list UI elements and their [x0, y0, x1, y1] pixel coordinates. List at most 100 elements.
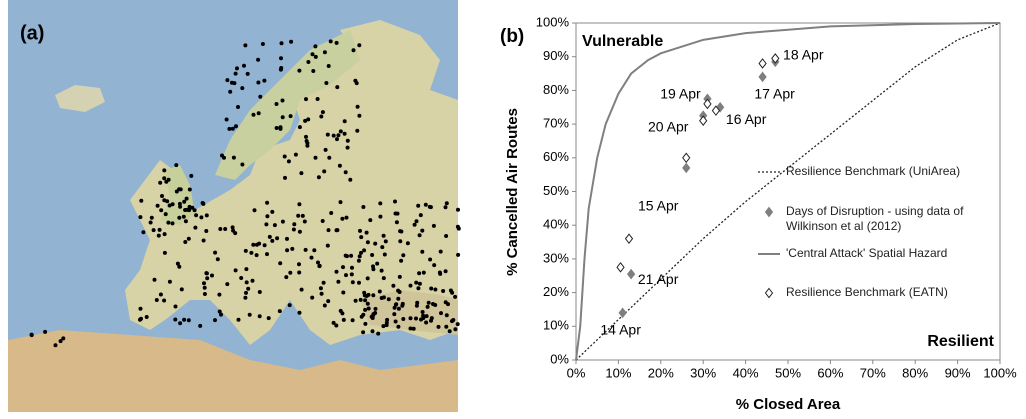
- airport-dot: [275, 102, 279, 106]
- airport-dot: [346, 146, 350, 150]
- airport-dot: [234, 72, 238, 76]
- airport-dot: [319, 286, 323, 290]
- airport-dot: [429, 287, 433, 291]
- airport-dot: [437, 325, 441, 329]
- airport-dot: [432, 224, 436, 228]
- airport-dot: [304, 135, 308, 139]
- airport-dot: [190, 206, 194, 210]
- airport-dot: [311, 52, 315, 56]
- airport-dot: [244, 291, 248, 295]
- airport-dot: [244, 267, 248, 271]
- airport-dot: [371, 329, 375, 333]
- airport-dot: [306, 60, 310, 64]
- airport-dot: [363, 298, 367, 302]
- airport-dot: [397, 307, 401, 311]
- annotation: Vulnerable: [582, 33, 663, 50]
- airport-dot: [205, 276, 209, 280]
- airport-dot: [385, 318, 389, 322]
- x-tick-label: 100%: [983, 365, 1017, 380]
- airport-dot: [314, 55, 318, 59]
- airport-dot: [341, 265, 345, 269]
- airport-dot: [366, 240, 370, 244]
- airport-dot: [183, 240, 187, 244]
- airport-dot: [426, 305, 430, 309]
- airport-dot: [335, 85, 339, 89]
- airport-dot: [43, 330, 47, 334]
- airport-dot: [285, 237, 289, 241]
- airport-dot: [139, 317, 143, 321]
- airport-dot: [263, 243, 267, 247]
- airport-dot: [246, 287, 250, 291]
- airport-dot: [363, 308, 367, 312]
- airport-dot: [329, 211, 333, 215]
- airport-dot: [193, 226, 197, 230]
- airport-dot: [281, 99, 285, 103]
- annotation: Resilient: [927, 333, 994, 350]
- airport-dot: [396, 297, 400, 301]
- airport-dot: [275, 126, 279, 130]
- airport-dot: [433, 288, 437, 292]
- airport-dot: [236, 105, 240, 109]
- airport-dot: [352, 48, 356, 52]
- airport-dot: [187, 318, 191, 322]
- airport-dot: [264, 222, 268, 226]
- airport-dot: [171, 202, 175, 206]
- airport-dot: [438, 272, 442, 276]
- airport-dot: [336, 133, 340, 137]
- airport-dot: [292, 228, 296, 232]
- airport-dot: [175, 190, 179, 194]
- airport-dot: [338, 164, 342, 168]
- airport-dot: [429, 319, 433, 323]
- airport-dot: [230, 81, 234, 85]
- airport-dot: [168, 280, 172, 284]
- airport-dot: [326, 299, 330, 303]
- airport-dot: [242, 64, 246, 68]
- airport-dot: [340, 217, 344, 221]
- airport-dot: [300, 288, 304, 292]
- airport-dot: [297, 262, 301, 266]
- airport-dot: [248, 313, 252, 317]
- airport-dot: [456, 253, 460, 257]
- airport-dot: [357, 259, 361, 263]
- y-tick-label: 0%: [550, 351, 569, 366]
- airport-dot: [179, 187, 183, 191]
- airport-dot: [318, 264, 322, 268]
- airport-dot: [283, 155, 287, 159]
- legend-entry: Days of Disruption - using data of Wilki…: [786, 204, 1001, 234]
- airport-dot: [253, 208, 257, 212]
- airport-dot: [306, 117, 310, 121]
- airport-dot: [441, 289, 445, 293]
- airport-dot: [246, 72, 250, 76]
- airport-dot: [258, 290, 262, 294]
- panel-label: (b): [500, 26, 524, 47]
- airport-dot: [273, 223, 277, 227]
- airport-dot: [155, 298, 159, 302]
- panel-label: (a): [20, 22, 44, 44]
- airport-dot: [355, 129, 359, 133]
- airport-dot: [225, 78, 229, 82]
- x-tick-label: 70%: [860, 365, 886, 380]
- airport-dot: [268, 235, 272, 239]
- airport-dot: [178, 321, 182, 325]
- y-tick-label: 80%: [543, 82, 569, 97]
- airport-dot: [355, 81, 359, 85]
- airport-dot: [149, 221, 153, 225]
- airport-dot: [398, 275, 402, 279]
- airport-dot: [180, 287, 184, 291]
- airport-dot: [374, 307, 378, 311]
- airport-dot: [173, 318, 177, 322]
- airport-dot: [225, 282, 229, 286]
- airport-dot: [349, 254, 353, 258]
- airport-dot: [233, 231, 237, 235]
- airport-dot: [237, 318, 241, 322]
- airport-dot: [409, 284, 413, 288]
- point-label: 15 Apr: [638, 198, 679, 214]
- airport-dot: [280, 41, 284, 45]
- airport-dot: [321, 219, 325, 223]
- airport-dot: [279, 56, 283, 60]
- airport-dot: [256, 81, 260, 85]
- airport-dot: [335, 41, 339, 45]
- airport-dot: [216, 257, 220, 261]
- airport-dot: [416, 286, 420, 290]
- airport-dot: [164, 180, 168, 184]
